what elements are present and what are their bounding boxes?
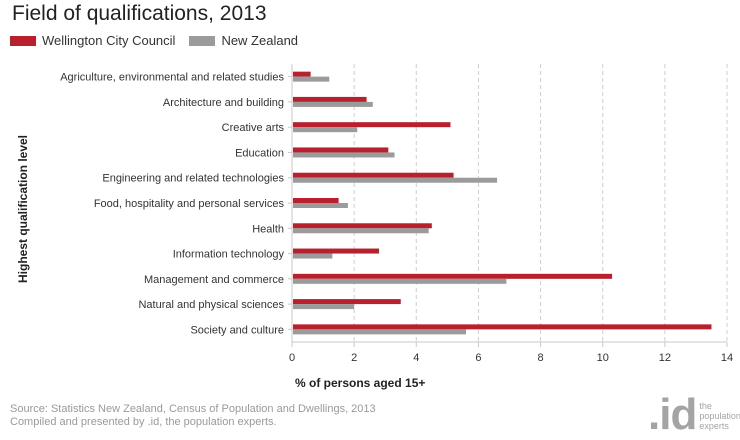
bar-wellington[interactable] <box>293 96 367 102</box>
legend-item-wellington[interactable]: Wellington City Council <box>10 33 175 48</box>
x-axis-title: % of persons aged 15+ <box>295 376 425 390</box>
bar-wellington[interactable] <box>293 71 311 77</box>
bar-new-zealand[interactable] <box>293 177 498 183</box>
bar-wellington[interactable] <box>293 273 613 279</box>
legend-swatch-new-zealand <box>189 35 216 46</box>
chart-title: Field of qualifications, 2013 <box>12 2 267 25</box>
category-label: Education <box>235 147 284 159</box>
legend: Wellington City Council New Zealand <box>10 33 312 48</box>
bar-wellington[interactable] <box>293 147 389 153</box>
x-tick-label: 2 <box>351 352 357 364</box>
x-tick-label: 6 <box>475 352 481 364</box>
category-label: Information technology <box>173 249 285 261</box>
legend-label-wellington: Wellington City Council <box>42 33 176 48</box>
bar-wellington[interactable] <box>293 299 401 305</box>
bar-wellington[interactable] <box>293 172 454 178</box>
x-tick-label: 8 <box>538 352 544 364</box>
legend-label-new-zealand: New Zealand <box>221 33 299 48</box>
bar-new-zealand[interactable] <box>293 228 429 234</box>
category-label: Management and commerce <box>144 274 284 286</box>
logo-mark: .id <box>648 390 697 439</box>
bar-new-zealand[interactable] <box>293 101 373 107</box>
id-logo: .id the population experts <box>648 390 740 439</box>
y-axis-title: Highest qualification level <box>16 135 30 283</box>
bar-new-zealand[interactable] <box>293 152 395 158</box>
bar-wellington[interactable] <box>293 198 339 203</box>
bar-new-zealand[interactable] <box>293 329 466 335</box>
source-note: Source: Statistics New Zealand, Census o… <box>10 403 376 429</box>
bar-new-zealand[interactable] <box>293 253 333 259</box>
x-tick-label: 10 <box>597 352 609 364</box>
bar-new-zealand[interactable] <box>293 304 355 310</box>
category-label: Natural and physical sciences <box>138 299 284 311</box>
x-tick-label: 14 <box>721 352 733 364</box>
category-label: Food, hospitality and personal services <box>94 198 285 210</box>
bar-new-zealand[interactable] <box>293 127 358 133</box>
bar-wellington[interactable] <box>293 223 432 229</box>
x-tick-label: 12 <box>659 352 671 364</box>
category-label: Society and culture <box>190 324 284 336</box>
source-line: Source: Statistics New Zealand, Census o… <box>10 403 376 415</box>
legend-item-new-zealand[interactable]: New Zealand <box>189 33 298 48</box>
category-label: Engineering and related technologies <box>102 173 284 185</box>
category-label: Creative arts <box>222 122 285 134</box>
category-label: Architecture and building <box>163 97 284 109</box>
category-label: Agriculture, environmental and related s… <box>60 72 284 84</box>
compiled-line: Compiled and presented by .id, the popul… <box>10 416 277 428</box>
bar-new-zealand[interactable] <box>293 278 507 284</box>
bar-wellington[interactable] <box>293 324 712 330</box>
bar-new-zealand[interactable] <box>293 203 348 208</box>
bar-wellington[interactable] <box>293 122 451 128</box>
x-tick-label: 0 <box>289 352 295 364</box>
legend-swatch-wellington <box>10 35 36 46</box>
bar-new-zealand[interactable] <box>293 76 330 82</box>
category-label: Health <box>252 223 284 235</box>
bar-wellington[interactable] <box>293 248 379 254</box>
logo-text: the population experts <box>699 401 740 431</box>
x-tick-label: 4 <box>413 352 419 364</box>
